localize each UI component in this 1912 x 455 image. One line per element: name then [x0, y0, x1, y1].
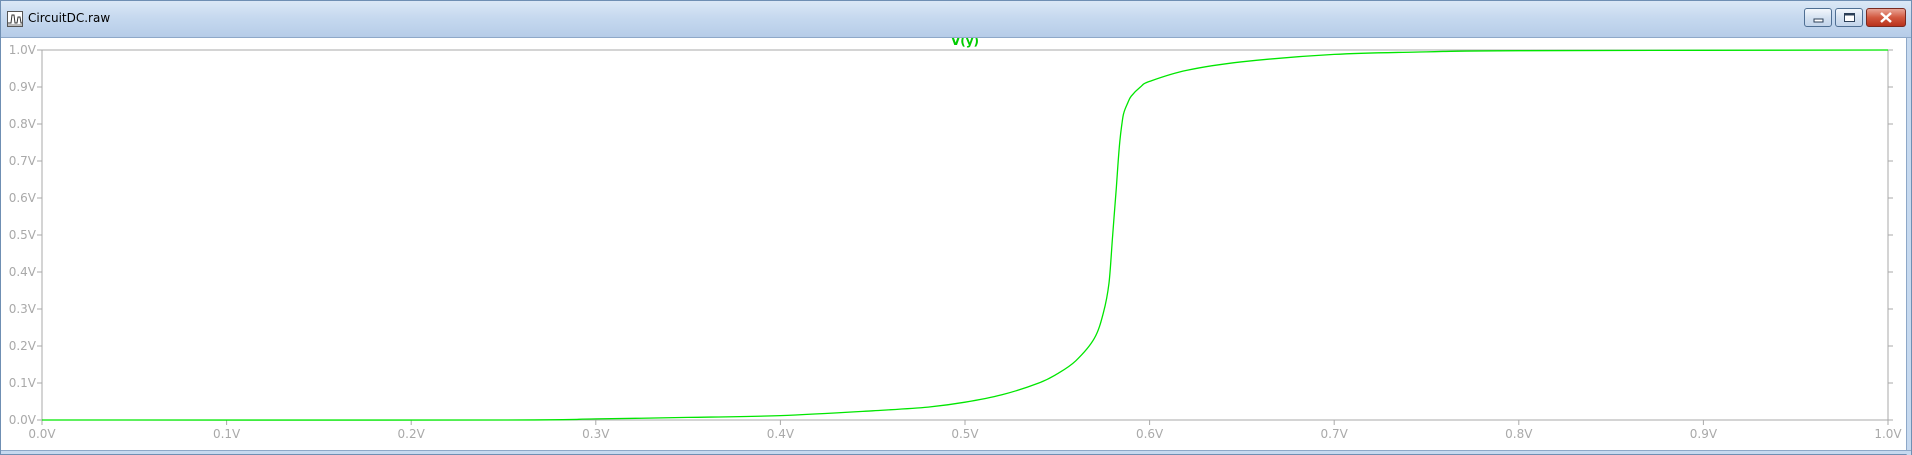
x-tick-label: 0.1V: [213, 427, 241, 441]
plot-ticks: [37, 49, 1893, 425]
waveform-icon: [7, 11, 23, 27]
y-tick-label: 1.0V: [9, 43, 37, 57]
y-tick-label: 0.3V: [9, 302, 37, 316]
plot-traces: [41, 49, 1889, 421]
y-tick-label: 0.9V: [9, 80, 37, 94]
close-icon: [1880, 12, 1892, 23]
trace-v-y[interactable]: [41, 49, 1889, 421]
x-tick-label: 0.8V: [1505, 427, 1533, 441]
x-tick-label: 0.2V: [398, 427, 426, 441]
window-frame-bottom: [1, 450, 1911, 454]
x-tick-label: 0.0V: [28, 427, 56, 441]
y-tick-label: 0.5V: [9, 228, 37, 242]
x-tick-label: 0.3V: [582, 427, 610, 441]
minimize-icon: [1813, 18, 1824, 23]
plot-frame: [41, 49, 1889, 421]
y-tick-label: 0.2V: [9, 339, 37, 353]
x-tick-label: 0.4V: [767, 427, 795, 441]
x-tick-label: 0.6V: [1136, 427, 1164, 441]
y-tick-label: 0.8V: [9, 117, 37, 131]
restore-icon: [1844, 13, 1855, 22]
y-tick-label: 0.0V: [9, 413, 37, 427]
restore-button[interactable]: [1835, 8, 1863, 27]
y-tick-label: 0.6V: [9, 191, 37, 205]
window-title: CircuitDC.raw: [28, 11, 111, 25]
minimize-button[interactable]: [1804, 8, 1832, 27]
y-tick-label: 0.7V: [9, 154, 37, 168]
window-frame-right: [1906, 38, 1911, 455]
x-tick-label: 1.0V: [1874, 427, 1902, 441]
plot-axes: [41, 49, 1889, 421]
y-tick-label: 0.1V: [9, 376, 37, 390]
waveform-plot[interactable]: 0.0V 0.1V 0.2V 0.3V 0.4V 0.5V 0.6V 0.7V 0.8V 0.9V…: [1, 38, 1906, 452]
x-tick-label: 0.9V: [1690, 427, 1718, 441]
x-tick-label: 0.5V: [951, 427, 979, 441]
plot-tick-labels: 0.0V 0.1V 0.2V 0.3V 0.4V 0.5V 0.6V 0.7V 0.8V 0.9V…: [9, 43, 1903, 441]
y-tick-label: 0.4V: [9, 265, 37, 279]
trace-label-v-y[interactable]: V(y): [951, 38, 979, 48]
x-tick-label: 0.7V: [1321, 427, 1349, 441]
title-bar[interactable]: CircuitDC.raw: [1, 1, 1911, 38]
close-button[interactable]: [1866, 8, 1906, 27]
